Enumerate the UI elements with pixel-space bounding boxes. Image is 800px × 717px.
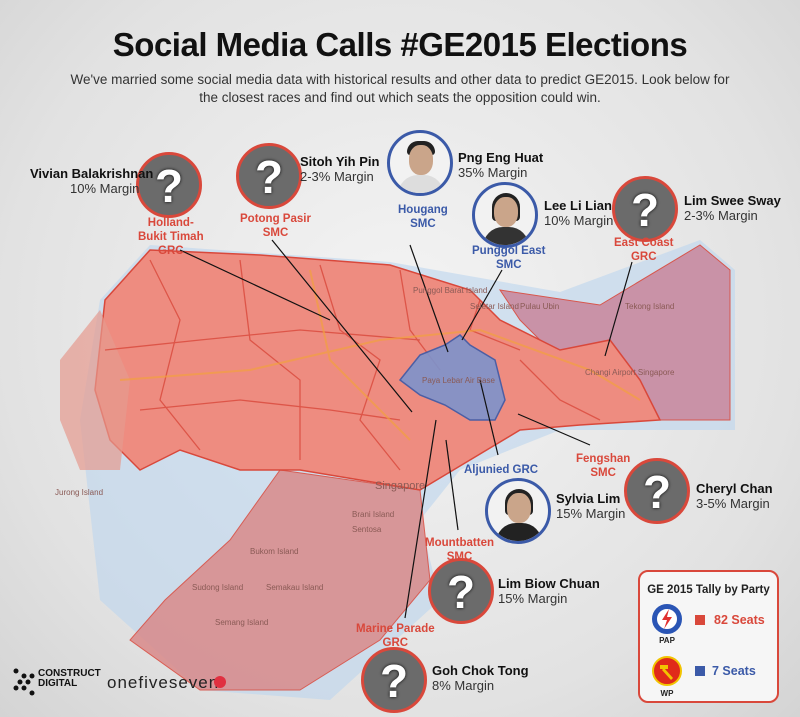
map-label: Singapore: [375, 480, 426, 492]
wp-label: WP: [660, 689, 674, 698]
map-label: Paya Lebar Air Base: [422, 376, 495, 385]
candidate-name: Goh Chok Tong: [432, 663, 529, 678]
candidate-margin: 15% Margin: [498, 591, 568, 606]
map-label: Sentosa: [352, 525, 382, 534]
candidate-margin: 3-5% Margin: [696, 496, 770, 511]
candidate-photo-unknown: ?: [361, 647, 427, 713]
candidate-margin: 35% Margin: [458, 165, 528, 180]
pap-logo-icon: [652, 604, 682, 634]
onefiveseven-logo: onefiveseven: [107, 673, 220, 692]
candidate-name: Sitoh Yih Pin: [300, 154, 380, 169]
tally-box: GE 2015 Tally by Party PAP 82 Seats WP 7…: [638, 570, 779, 703]
candidate-photo-unknown: ?: [612, 176, 678, 242]
page-title: Social Media Calls #GE2015 Elections: [112, 26, 688, 63]
subtitle: We've married some social media data wit…: [70, 72, 730, 105]
candidate-photo: [485, 478, 551, 544]
seat-label: East Coast GRC: [614, 237, 674, 263]
candidate-margin: 2-3% Margin: [684, 208, 758, 223]
map-label: Punggol Barat Island: [413, 286, 488, 295]
question-mark-icon: ?: [254, 151, 284, 203]
candidate-photo-unknown: ?: [428, 558, 494, 624]
construct-digital-logo-icon: [13, 668, 35, 696]
map-label: Sudong Island: [192, 583, 244, 592]
leader-lines: [179, 239, 633, 619]
map-label: Semakau Island: [266, 583, 324, 592]
constituency-boundaries: [104, 259, 601, 471]
map-label: Tekong Island: [625, 302, 675, 311]
east-islands-region: [498, 244, 731, 421]
seat-label: Aljunied GRC: [464, 464, 539, 476]
candidate-name: Png Eng Huat: [458, 150, 544, 165]
seat-label: Holland- Bukit Timah GRC: [138, 217, 204, 257]
tally-title: GE 2015 Tally by Party: [647, 584, 770, 596]
candidate-name: Sylvia Lim: [556, 491, 621, 506]
candidate-photo: [472, 182, 538, 248]
construct-digital-logo: CONSTRUCT DIGITAL: [38, 668, 101, 689]
map-label: Bukom Island: [250, 547, 299, 556]
onefiveseven-badge-icon: [214, 676, 226, 688]
candidate-name: Cheryl Chan: [696, 481, 773, 496]
question-mark-icon: ?: [154, 160, 184, 212]
map-label: Pulau Ubin: [520, 302, 560, 311]
question-mark-icon: ?: [642, 466, 672, 518]
question-mark-icon: ?: [446, 566, 476, 618]
pap-seats: 82 Seats: [714, 613, 765, 627]
seat-label: Mountbatten SMC: [425, 537, 494, 563]
wp-logo-icon: [652, 656, 682, 686]
candidate-photo-unknown: ?: [136, 152, 202, 218]
wp-color-swatch: [695, 666, 705, 676]
map-label: Semang Island: [215, 618, 269, 627]
seat-label: Potong Pasir SMC: [240, 213, 311, 239]
candidate-margin: 8% Margin: [432, 678, 495, 693]
south-islands-region: [129, 469, 431, 691]
candidate-name: Lim Swee Sway: [684, 193, 781, 208]
map-label: Seletar Island: [470, 302, 519, 311]
seat-label: Fengshan SMC: [576, 453, 631, 479]
candidate-margin: 10% Margin: [70, 181, 140, 196]
question-mark-icon: ?: [379, 655, 409, 707]
map-label: Jurong Island: [55, 488, 104, 497]
seat-label: Punggol East SMC: [472, 245, 546, 271]
wp-seats: 7 Seats: [712, 664, 756, 678]
candidate-name: Vivian Balakrishnan: [30, 166, 154, 181]
seat-label: Hougang SMC: [398, 204, 448, 230]
candidate-photo-unknown: ?: [624, 458, 690, 524]
candidate-margin: 15% Margin: [556, 506, 626, 521]
question-mark-icon: ?: [630, 184, 660, 236]
west-region: [60, 310, 130, 470]
aljunied-hougang-region: [398, 334, 506, 421]
candidate-name: Lee Li Lian: [544, 198, 612, 213]
map-label: Changi Airport Singapore: [585, 368, 675, 377]
pap-color-swatch: [695, 615, 705, 625]
candidate-photo-unknown: ?: [236, 143, 302, 209]
map-label: Brani Island: [352, 510, 395, 519]
candidate-margin: 2-3% Margin: [300, 169, 374, 184]
seat-label: Marine Parade GRC: [356, 623, 435, 649]
candidate-margin: 10% Margin: [544, 213, 614, 228]
pap-label: PAP: [659, 636, 675, 645]
candidate-name: Lim Biow Chuan: [498, 576, 600, 591]
candidate-photo: [387, 130, 453, 196]
roads: [119, 269, 641, 441]
